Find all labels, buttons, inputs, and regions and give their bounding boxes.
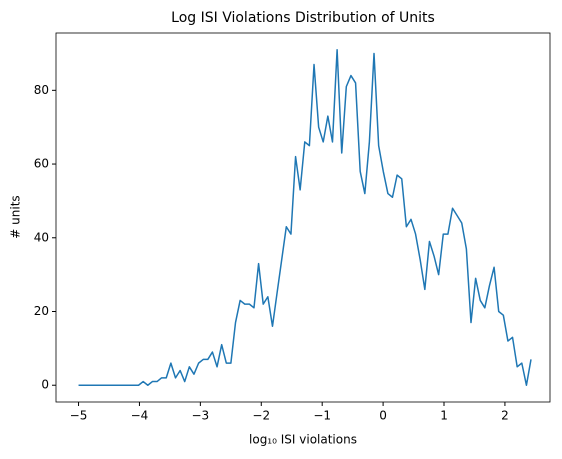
x-tick-label: 0 (379, 409, 387, 423)
x-tick-label: −1 (313, 409, 331, 423)
y-tick-label: 20 (34, 304, 49, 318)
x-axis-label: log₁₀ ISI violations (249, 433, 357, 447)
data-line (78, 49, 532, 386)
y-tick-label: 80 (34, 83, 49, 97)
x-tick-label: −3 (192, 409, 210, 423)
x-tick-label: −4 (131, 409, 149, 423)
x-tick-label: 1 (440, 409, 448, 423)
y-tick-label: 0 (41, 378, 49, 392)
y-tick-label: 60 (34, 157, 49, 171)
y-axis-label: # units (9, 195, 23, 238)
chart-title: Log ISI Violations Distribution of Units (171, 10, 435, 26)
x-tick-label: −5 (70, 409, 88, 423)
y-tick-label: 40 (34, 230, 49, 244)
x-tick-label: −2 (252, 409, 270, 423)
plot-frame (55, 32, 551, 403)
x-tick-label: 2 (501, 409, 509, 423)
